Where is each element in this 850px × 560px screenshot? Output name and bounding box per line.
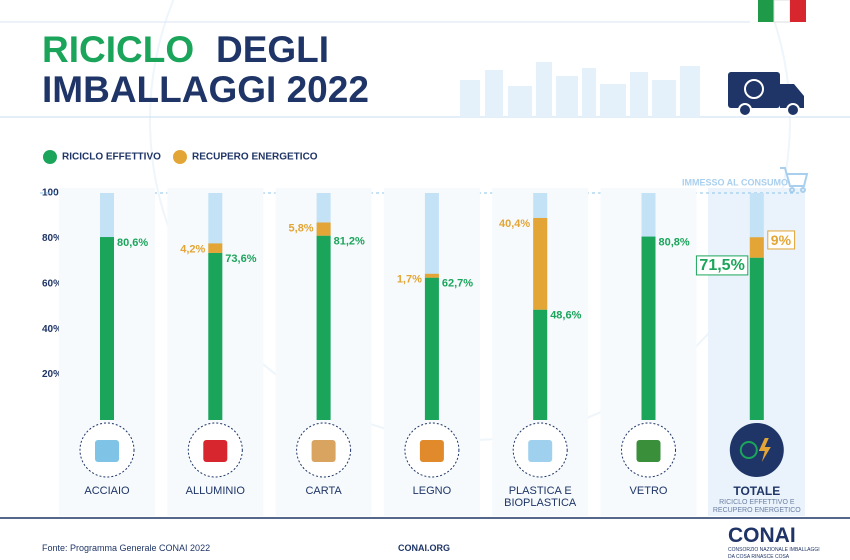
category-note: RICICLO EFFETTIVO E RECUPERO ENERGETICO	[712, 499, 801, 514]
legend-label: RECUPERO ENERGETICO	[192, 152, 318, 163]
category-icon	[311, 440, 336, 462]
value-label: 73,6%	[225, 253, 256, 265]
category-icon	[203, 440, 228, 462]
bar-segment	[208, 243, 223, 253]
bar-segment	[316, 235, 331, 420]
truck-icon	[728, 72, 804, 117]
bar-segment	[424, 277, 439, 420]
value-label: 80,6%	[117, 237, 148, 249]
flag	[773, 0, 791, 23]
legend-label: RICICLO EFFETTIVO	[62, 152, 161, 163]
skyline	[460, 62, 700, 117]
flag	[758, 0, 774, 22]
y-tick-label: 40%	[42, 324, 62, 335]
value-label: 48,6%	[550, 310, 581, 322]
category-icon	[636, 440, 661, 462]
title: RICICLO	[42, 29, 194, 70]
category-label: LEGNO	[412, 485, 452, 497]
cart-icon	[780, 167, 809, 193]
bar-segment	[749, 237, 764, 258]
value-label: 5,8%	[289, 222, 314, 234]
flag	[790, 0, 806, 22]
category-label: VETRO	[629, 485, 668, 497]
y-tick-label: 80%	[42, 233, 62, 244]
value-label: 1,7%	[397, 274, 422, 286]
value-label: 9%	[771, 232, 792, 248]
value-label: 40,4%	[499, 218, 530, 230]
category-label: ALLUMINIO	[185, 485, 245, 497]
value-label: 62,7%	[442, 278, 473, 290]
category-label: ACCIAIO	[84, 485, 130, 497]
bar-segment	[641, 236, 656, 420]
y-tick-label: 20%	[42, 369, 62, 380]
category-icon	[739, 441, 758, 459]
title: DEGLI	[216, 29, 329, 70]
y-tick-label: 60%	[42, 278, 62, 289]
bar-segment	[100, 237, 114, 420]
logo-motto: DA COSA RINASCE COSA	[728, 554, 790, 560]
value-label-box	[767, 230, 796, 250]
logo-subtitle: CONSORZIO NAZIONALE IMBALLAGGI	[728, 547, 820, 553]
category-icon	[758, 438, 771, 462]
title: IMBALLAGGI 2022	[42, 69, 369, 110]
bar-segment	[316, 222, 331, 236]
value-label: 4,2%	[180, 243, 205, 255]
category-label: TOTALE	[733, 484, 781, 498]
value-label: 80,8%	[659, 236, 690, 248]
value-label: 71,5%	[699, 257, 744, 274]
source: Fonte: Programma Generale CONAI 2022	[42, 543, 211, 553]
website: CONAI.ORG	[398, 543, 451, 553]
value-label-box	[695, 255, 749, 276]
logo: CONAI	[728, 524, 796, 547]
bar-segment	[533, 309, 548, 420]
annotation: IMMESSO AL CONSUMO	[682, 177, 788, 187]
bar-segment	[208, 252, 223, 420]
value-label: 81,2%	[334, 236, 365, 248]
category-label: PLASTICA E BIOPLASTICA	[504, 485, 577, 509]
category-icon	[528, 440, 553, 462]
bar-segment	[533, 217, 548, 310]
legend-swatch	[173, 150, 187, 164]
category-icon	[95, 440, 119, 462]
bar-segment	[424, 273, 439, 278]
legend-swatch	[43, 150, 57, 164]
bar-segment	[749, 257, 764, 420]
category-label: CARTA	[305, 485, 342, 497]
category-icon	[419, 440, 444, 462]
